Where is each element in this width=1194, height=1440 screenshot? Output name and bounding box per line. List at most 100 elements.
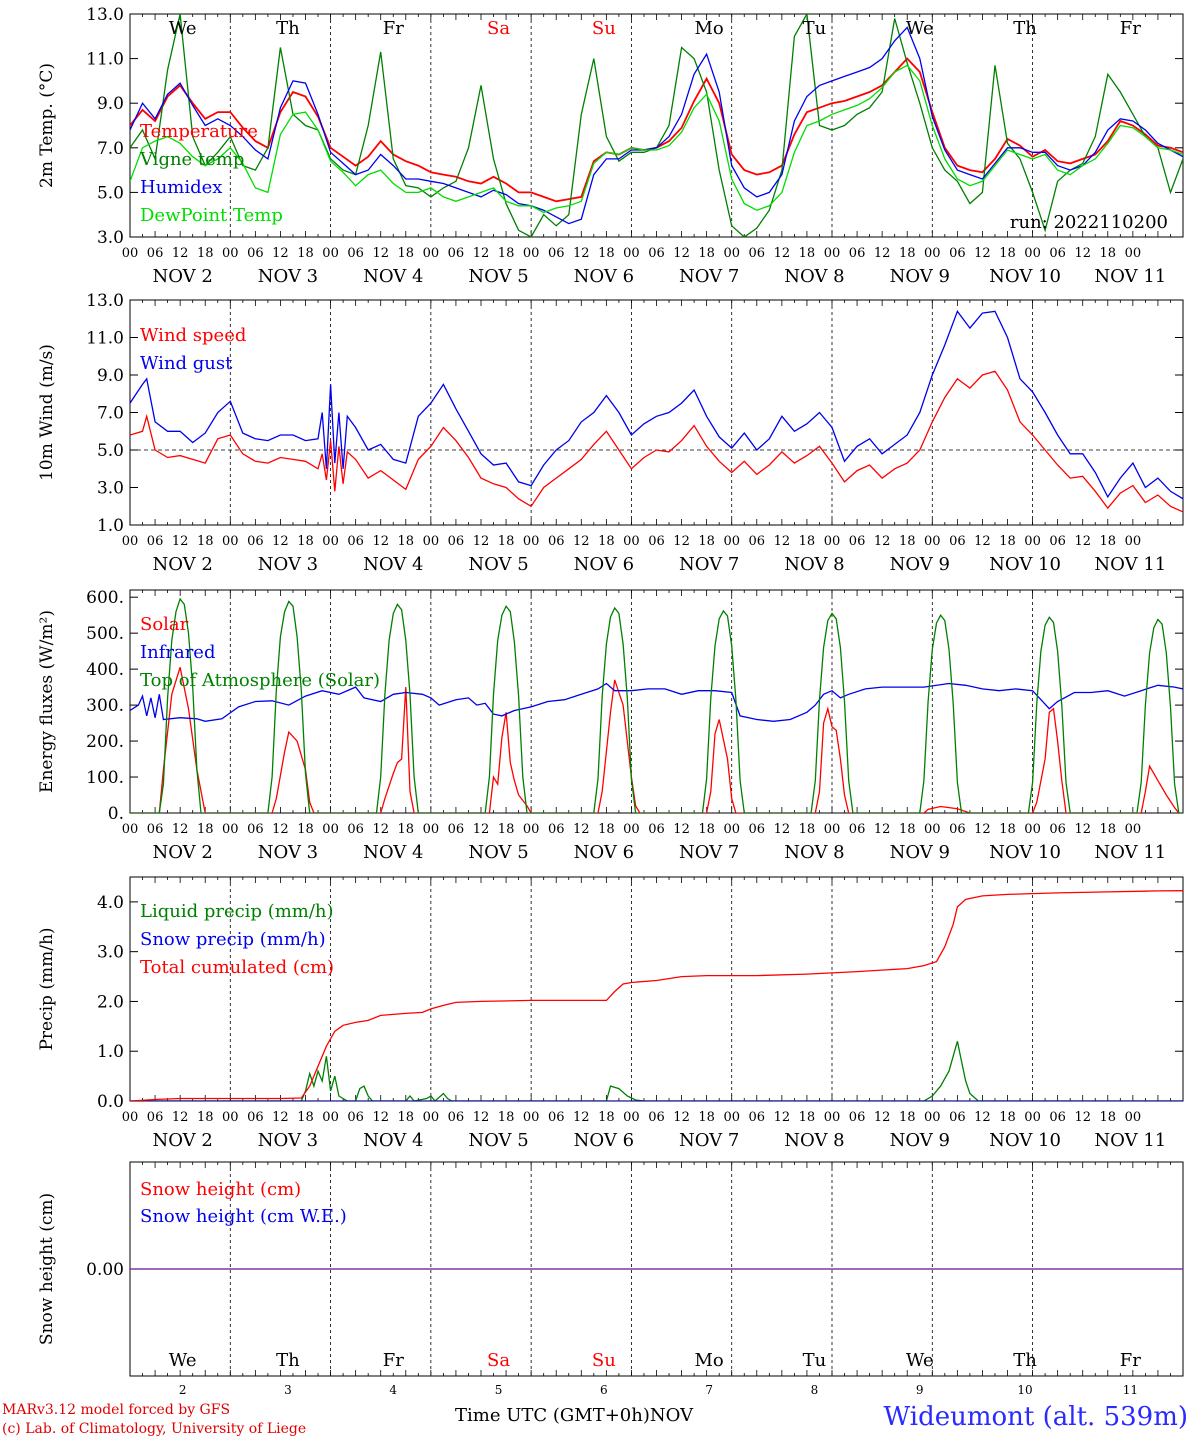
series-line (130, 26, 1183, 225)
hour-label: 06 (648, 246, 665, 261)
date-label: NOV 6 (574, 842, 634, 863)
hour-label: 18 (999, 534, 1016, 549)
hour-label: 06 (147, 822, 164, 837)
hour-label: 12 (1074, 246, 1091, 261)
hour-label: 18 (698, 246, 715, 261)
date-label: NOV 5 (468, 554, 528, 575)
day-number-label: 4 (389, 1383, 397, 1397)
hour-label: 12 (172, 246, 189, 261)
hour-label: 18 (698, 1110, 715, 1125)
hour-label: 06 (648, 1110, 665, 1125)
y-tick-label: 1.0 (97, 1042, 124, 1062)
y-axis-title: 10m Wind (m/s) (37, 344, 57, 481)
y-tick-label: 13.0 (86, 5, 124, 25)
hour-label: 18 (398, 246, 415, 261)
hour-label: 18 (799, 246, 816, 261)
hour-label: 00 (322, 1110, 339, 1125)
date-label: NOV 11 (1094, 842, 1166, 863)
hour-label: 00 (222, 1110, 239, 1125)
hour-label: 12 (272, 534, 289, 549)
weekday-label: Fr (383, 1350, 404, 1371)
hour-label: 12 (573, 246, 590, 261)
weekday-label: Th (276, 18, 300, 39)
date-label: NOV 10 (989, 1130, 1061, 1151)
day-number-label: 9 (916, 1383, 924, 1397)
weekday-label: Mo (695, 18, 724, 39)
hour-label: 12 (974, 534, 991, 549)
plot-frame (129, 299, 1184, 526)
plot-frame (129, 589, 1184, 814)
month-label: NOV (649, 1405, 694, 1426)
hour-label: 00 (924, 246, 941, 261)
hour-label: 06 (347, 246, 364, 261)
date-label: NOV 7 (679, 554, 739, 575)
hour-label: 00 (1125, 822, 1142, 837)
date-label: NOV 4 (363, 1130, 423, 1151)
hour-label: 18 (197, 534, 214, 549)
hour-label: 00 (122, 246, 139, 261)
series-line (130, 309, 1183, 500)
hour-label: 00 (1024, 534, 1041, 549)
hour-label: 18 (1100, 1110, 1117, 1125)
hour-label: 00 (723, 1110, 740, 1125)
legend-label: Temperature (140, 121, 258, 142)
legend-label: Humidex (140, 177, 222, 198)
date-label: NOV 6 (574, 554, 634, 575)
y-tick-label: 11.0 (86, 329, 124, 349)
hour-label: 06 (1049, 1110, 1066, 1125)
y-tick-label: 0.00 (86, 1260, 124, 1280)
weekday-label: We (906, 1350, 934, 1371)
hour-label: 18 (1100, 822, 1117, 837)
hour-label: 12 (1074, 1110, 1091, 1125)
hour-label: 00 (222, 534, 239, 549)
date-label: NOV 8 (784, 266, 844, 287)
hour-label: 06 (548, 822, 565, 837)
date-label: NOV 7 (679, 1130, 739, 1151)
hour-label: 18 (297, 822, 314, 837)
y-tick-label: 2.0 (97, 992, 124, 1012)
hour-label: 06 (448, 246, 465, 261)
hour-label: 06 (1049, 246, 1066, 261)
hour-label: 00 (523, 246, 540, 261)
hour-label: 06 (247, 822, 264, 837)
hour-label: 06 (648, 534, 665, 549)
weekday-label: Fr (383, 18, 404, 39)
y-tick-label: 4.0 (97, 893, 124, 913)
date-label: NOV 4 (363, 266, 423, 287)
date-label: NOV 2 (152, 554, 212, 575)
date-label: NOV 7 (679, 266, 739, 287)
hour-label: 06 (949, 1110, 966, 1125)
hour-label: 00 (423, 534, 440, 549)
day-number-label: 11 (1123, 1383, 1138, 1397)
day-number-label: 7 (705, 1383, 713, 1397)
hour-label: 00 (322, 246, 339, 261)
date-label: NOV 3 (258, 1130, 318, 1151)
hour-label: 06 (347, 534, 364, 549)
y-tick-label: 9.0 (97, 94, 124, 114)
hour-label: 00 (824, 1110, 841, 1125)
y-tick-label: 200. (86, 732, 124, 752)
legend-label: Snow height (cm W.E.) (140, 1206, 347, 1227)
hour-label: 12 (372, 1110, 389, 1125)
hour-label: 00 (924, 534, 941, 549)
series-line (130, 64, 1183, 214)
hour-label: 18 (799, 822, 816, 837)
hour-label: 18 (1100, 534, 1117, 549)
hour-label: 12 (673, 822, 690, 837)
date-label: NOV 9 (890, 266, 950, 287)
date-label: NOV 11 (1094, 554, 1166, 575)
weekday-label: Fr (1120, 1350, 1141, 1371)
panel-5 (129, 1161, 1184, 1377)
weekday-label: Tu (803, 1350, 827, 1371)
series-line (130, 14, 1183, 237)
date-label: NOV 9 (890, 554, 950, 575)
hour-label: 12 (874, 1110, 891, 1125)
hour-label: 18 (498, 822, 515, 837)
hour-label: 12 (372, 246, 389, 261)
hour-label: 06 (147, 534, 164, 549)
hour-label: 18 (999, 246, 1016, 261)
hour-label: 12 (573, 534, 590, 549)
hour-label: 12 (573, 1110, 590, 1125)
hour-label: 18 (899, 534, 916, 549)
legend-label: Solar (140, 614, 189, 635)
